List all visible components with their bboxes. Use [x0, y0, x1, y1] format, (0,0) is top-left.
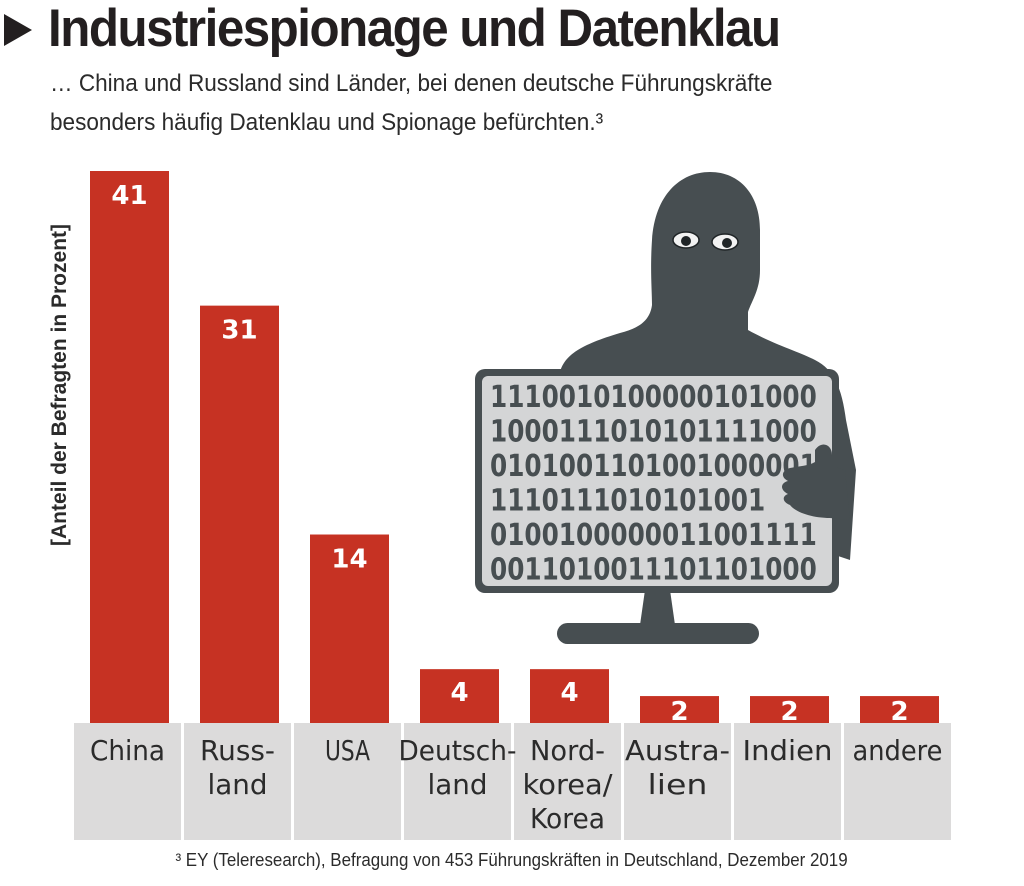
data-label: 2	[670, 697, 688, 727]
page-title: Industriespionage und Datenklau	[48, 0, 781, 58]
screen-binary-line: 0100100000011001111	[490, 518, 817, 553]
tick-label: land	[428, 768, 488, 801]
category-cell	[514, 723, 621, 840]
tick-label: USA	[325, 734, 370, 767]
data-label: 2	[780, 697, 798, 727]
tick-label: Deutsch-	[399, 734, 517, 767]
tick-label: Nord-	[530, 734, 605, 767]
bar-china	[90, 171, 169, 723]
tick-label: Indien	[743, 734, 833, 767]
category-cell	[734, 723, 841, 840]
screen-binary-line: 1110010100000101000	[490, 380, 817, 415]
tick-label: Russ-	[200, 734, 275, 767]
category-cell	[74, 723, 181, 840]
bar-australien	[640, 696, 719, 723]
bar-deutschland	[420, 669, 499, 723]
hooded-hacker-with-monitor-icon: 1110010100000101000100011101010111100001…	[475, 172, 856, 644]
right-pupil	[722, 238, 732, 248]
tick-label: Austra-	[625, 734, 730, 767]
data-label: 2	[890, 697, 908, 727]
screen-binary-line: 1110111010101001	[490, 484, 765, 519]
subtitle: … China und Russland sind Länder, bei de…	[50, 64, 772, 142]
footnote: ³ EY (Teleresearch), Befragung von 453 F…	[0, 850, 1024, 871]
bar-indien	[750, 696, 829, 723]
monitor-screen	[482, 376, 832, 586]
data-label: 14	[331, 545, 367, 575]
tick-label: andere	[853, 734, 943, 767]
footnote-text: ³ EY (Teleresearch), Befragung von 453 F…	[175, 850, 849, 870]
category-cell	[624, 723, 731, 840]
screen-binary-line: 0101001101001000001	[490, 449, 817, 484]
tick-label: lien	[648, 768, 708, 801]
tick-label: China	[90, 734, 165, 767]
title-arrow-icon	[4, 14, 32, 46]
hacker-silhouette	[560, 172, 856, 560]
left-pupil	[681, 236, 691, 246]
monitor-base	[557, 623, 759, 644]
tick-label: korea/	[523, 768, 614, 801]
tick-label: Korea	[530, 802, 605, 835]
bar-andere	[860, 696, 939, 723]
data-label: 4	[560, 678, 578, 708]
hacker-hand	[782, 444, 850, 520]
monitor-stand	[640, 590, 675, 625]
bar-nordkoreakorea	[530, 669, 609, 723]
bar-russland	[200, 305, 279, 723]
data-label: 31	[221, 316, 257, 346]
tick-label: land	[208, 768, 268, 801]
data-label: 41	[111, 181, 147, 211]
subtitle-line-1: … China und Russland sind Länder, bei de…	[50, 70, 773, 97]
category-cell	[404, 723, 511, 840]
subtitle-line-2: besonders häufig Datenklau und Spionage …	[50, 109, 604, 136]
category-cell	[184, 723, 291, 840]
bar-usa	[310, 534, 389, 723]
screen-binary-line: 1000111010101111000	[490, 415, 817, 450]
data-label: 4	[450, 678, 468, 708]
screen-binary-line: 0011010011101101000	[490, 553, 817, 588]
category-cell	[844, 723, 951, 840]
category-cell	[294, 723, 401, 840]
